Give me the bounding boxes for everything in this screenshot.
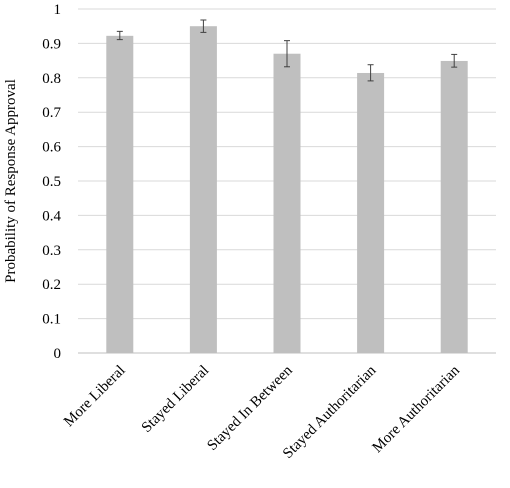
- y-tick-label: 0: [54, 346, 62, 362]
- bar: [106, 35, 134, 353]
- x-category-label: More Authoritarian: [370, 362, 464, 456]
- error-bar: [200, 19, 207, 33]
- error-bar: [284, 40, 290, 68]
- x-category-label: Stayed In Between: [204, 362, 296, 454]
- x-category-label: More Liberal: [61, 363, 129, 431]
- bar: [440, 60, 468, 353]
- y-tick-label: 0.1: [42, 312, 61, 328]
- y-tick-label: 1: [54, 2, 62, 18]
- error-bars: [116, 19, 458, 82]
- error-bar: [367, 64, 374, 82]
- y-tick-label: 0.7: [42, 105, 61, 121]
- error-bar: [116, 30, 123, 41]
- y-tick-label: 0.5: [42, 174, 61, 190]
- x-category-label: Stayed Liberal: [139, 363, 212, 436]
- y-tick-label: 0.6: [42, 140, 61, 156]
- y-tick-labels: 0 0.1 0.2 0.3 0.4 0.5 0.6 0.7 0.8 0.9 1: [42, 2, 61, 362]
- y-tick-label: 0.8: [42, 71, 61, 87]
- y-tick-label: 0.2: [42, 277, 61, 293]
- bar: [357, 72, 385, 353]
- bar: [273, 53, 301, 353]
- bars: [106, 26, 468, 353]
- x-category-label: Stayed Authoritarian: [280, 362, 380, 462]
- error-bar: [451, 53, 458, 68]
- y-tick-label: 0.3: [42, 243, 61, 259]
- bar: [189, 26, 217, 353]
- y-tick-label: 0.4: [42, 208, 61, 224]
- y-tick-label: 0.9: [42, 36, 61, 52]
- y-axis-title: Probability of Response Approval: [3, 79, 19, 283]
